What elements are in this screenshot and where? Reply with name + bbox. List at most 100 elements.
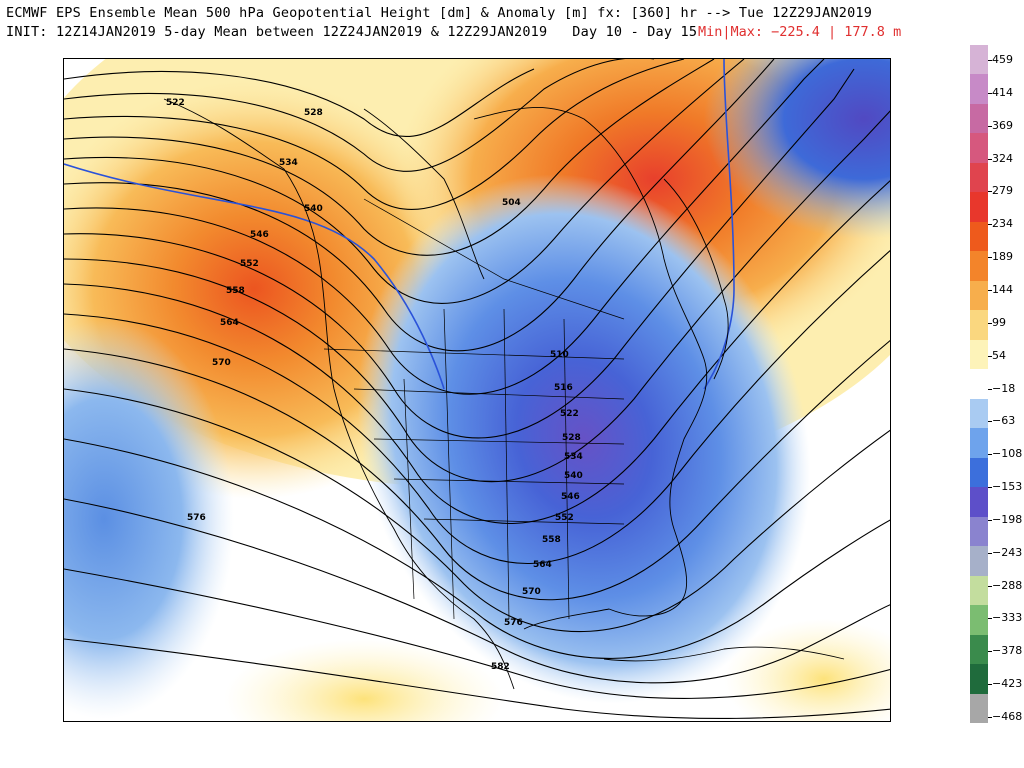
colorbar-tick [988,552,992,554]
colorbar-tick [988,60,992,61]
colorbar-tick [988,454,992,456]
colorbar-tick [988,421,992,423]
colorbar-segment [970,221,988,252]
colorbar-label: 369 [992,118,1013,132]
contour-label: 570 [212,358,231,368]
colorbar-label: 414 [992,85,1013,99]
colorbar-tick [988,289,992,291]
colorbar-segment [970,664,988,694]
contour-label: 528 [304,108,323,118]
colorbar-segment [970,74,988,105]
contour-label: 546 [250,230,269,240]
colorbar-label: 99 [992,315,1006,329]
colorbar-segment [970,516,988,547]
contour-label: 570 [522,587,541,597]
colorbar-tick [988,257,992,259]
chart-title-line-1: ECMWF EPS Ensemble Mean 500 hPa Geopoten… [6,5,873,21]
contour-label: 576 [187,513,206,523]
colorbar-label: 189 [992,250,1013,264]
colorbar-segment [970,398,988,429]
colorbar-segment [970,634,988,665]
colorbar-tick [988,125,992,127]
colorbar-tick [988,355,992,357]
chart-title-line-2: INIT: 12Z14JAN2019 5-day Mean between 12… [6,24,698,40]
contour-label: 540 [304,204,323,214]
contour-label: 528 [562,433,581,443]
colorbar-label: −378 [992,644,1023,658]
coastlines [163,98,845,690]
colorbar-segment [970,693,988,724]
weather-map: 522 528 534 540 546 552 558 564 570 576 … [63,58,891,722]
colorbar-segment [970,428,988,459]
contour-label: 540 [564,471,583,481]
colorbar-tick [988,92,992,94]
contour-label: 522 [560,409,579,419]
contour-label: 534 [279,158,298,168]
contour-label: 582 [491,662,510,672]
colorbar-tick [988,224,992,226]
colorbar-label: 144 [992,282,1013,296]
contour-label: 564 [533,560,552,570]
anomaly-colorbar [970,45,988,724]
contour-labels: 522 528 534 540 546 552 558 564 570 576 … [166,98,583,672]
colorbar-label: −153 [992,480,1023,494]
colorbar-tick [988,519,992,521]
colorbar-label: −18 [992,381,1016,395]
state-borders [323,198,625,620]
contour-label: 522 [166,98,185,108]
colorbar-tick [988,684,992,686]
colorbar-tick [988,618,992,620]
highlight-contour-east [703,59,735,390]
contour-label: 546 [561,492,580,502]
contour-label: 558 [226,286,245,296]
highlight-contour-west [64,163,445,390]
colorbar-tick [988,585,992,587]
colorbar-label: −423 [992,677,1023,691]
contour-label: 564 [220,318,239,328]
colorbar-tick [988,158,992,160]
colorbar-segment [970,103,988,134]
colorbar-label: −63 [992,414,1016,428]
contour-label: 534 [564,452,583,462]
contour-label: 552 [555,513,574,523]
colorbar-segment [970,45,988,75]
colorbar-label: −198 [992,512,1023,526]
colorbar-label: −333 [992,611,1023,625]
colorbar-segment [970,457,988,488]
colorbar-segment [970,251,988,282]
contour-label: 504 [502,198,521,208]
colorbar-tick [988,487,992,489]
contour-label: 510 [550,350,569,360]
colorbar-label: 234 [992,217,1013,231]
colorbar-label: −243 [992,545,1023,559]
colorbar-segment [970,369,988,400]
colorbar-tick [988,388,992,390]
colorbar-tick [988,717,992,718]
colorbar-segment [970,339,988,370]
colorbar-segment [970,546,988,577]
colorbar-label: −468 [992,710,1023,723]
colorbar-label: 459 [992,53,1013,66]
colorbar-tick [988,322,992,324]
colorbar-segment [970,162,988,193]
colorbar-tick [988,191,992,193]
colorbar-segment [970,575,988,606]
contour-label: 552 [240,259,259,269]
colorbar-segment [970,487,988,518]
cold-anomaly-pacific [64,319,234,719]
colorbar-segment [970,133,988,164]
colorbar-label: 54 [992,348,1006,362]
cold-anomaly-central [357,174,811,704]
colorbar-label: 324 [992,151,1013,165]
min-max-readout: Min|Max: −225.4 | 177.8 m [698,24,902,40]
map-graphic: 522 528 534 540 546 552 558 564 570 576 … [64,59,890,721]
colorbar-label: −288 [992,578,1023,592]
colorbar-label: 279 [992,184,1013,198]
colorbar-label: −108 [992,447,1023,461]
contour-label: 516 [554,383,573,393]
colorbar-segment [970,310,988,341]
colorbar-segment [970,280,988,311]
colorbar-segment [970,192,988,223]
colorbar-segment [970,605,988,636]
contour-label: 576 [504,618,523,628]
